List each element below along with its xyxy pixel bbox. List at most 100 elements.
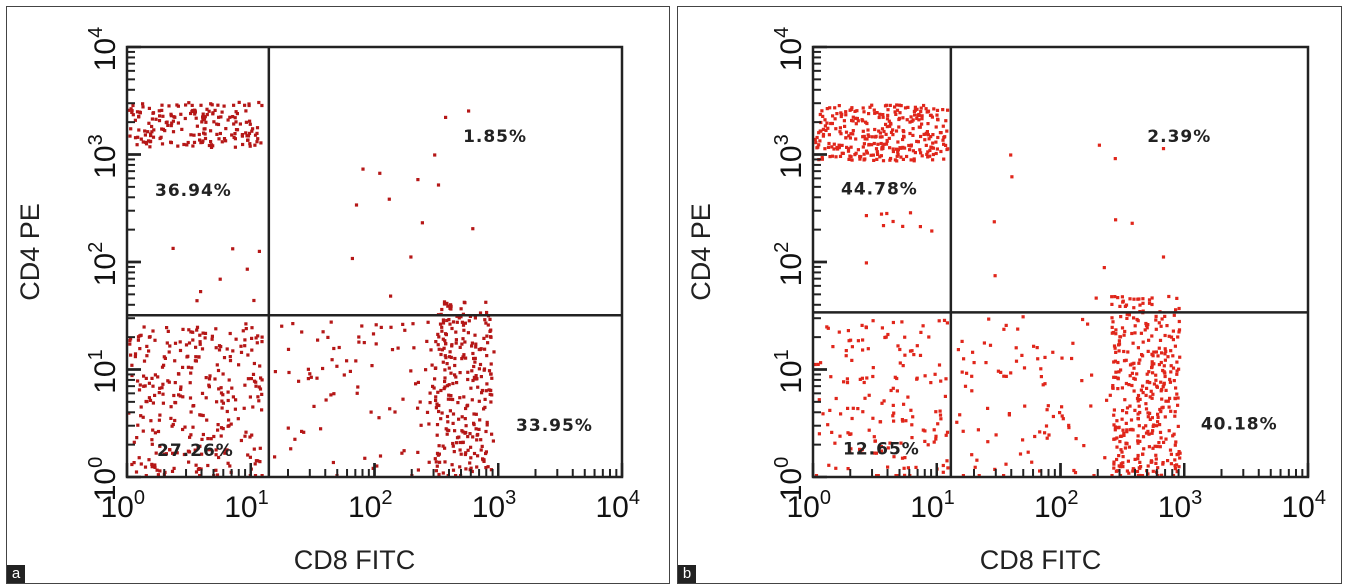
event-dot bbox=[818, 112, 822, 117]
event-dot bbox=[195, 328, 199, 332]
event-dot bbox=[929, 113, 933, 117]
event-dot bbox=[1169, 349, 1173, 353]
event-dot bbox=[239, 344, 243, 348]
event-dot bbox=[466, 435, 470, 439]
event-dot bbox=[1146, 349, 1150, 353]
event-dot bbox=[1094, 296, 1098, 300]
event-dot bbox=[1135, 469, 1140, 474]
event-dot bbox=[470, 341, 474, 345]
event-dot bbox=[129, 337, 133, 341]
event-dot bbox=[1154, 373, 1158, 377]
event-dot bbox=[173, 115, 177, 119]
event-dot bbox=[219, 434, 223, 438]
x-tick-label: 101 bbox=[224, 487, 269, 524]
event-dot bbox=[472, 412, 476, 416]
event-dot bbox=[936, 135, 940, 140]
event-dot bbox=[1020, 353, 1024, 357]
event-dot bbox=[1112, 423, 1116, 427]
event-dot bbox=[870, 143, 874, 147]
event-dot bbox=[1082, 444, 1086, 448]
event-dot bbox=[210, 334, 214, 338]
event-dot bbox=[1167, 294, 1171, 299]
event-dot bbox=[901, 157, 905, 161]
event-dot bbox=[176, 121, 180, 125]
event-dot bbox=[330, 358, 334, 362]
event-dot bbox=[357, 340, 361, 344]
event-dot bbox=[937, 363, 942, 367]
event-dot bbox=[434, 340, 438, 344]
event-dot bbox=[1002, 327, 1006, 331]
event-dot bbox=[1151, 371, 1155, 375]
event-dot bbox=[1157, 346, 1161, 350]
event-dot bbox=[1123, 398, 1127, 402]
event-dot bbox=[203, 115, 207, 119]
event-dot bbox=[130, 462, 134, 467]
event-dot bbox=[941, 470, 945, 474]
event-dot bbox=[230, 133, 234, 137]
event-dot bbox=[189, 433, 193, 437]
event-dot bbox=[143, 133, 147, 137]
event-dot bbox=[370, 364, 374, 368]
event-dot bbox=[1141, 452, 1145, 456]
y-axis-minor-ticks-b bbox=[813, 45, 827, 479]
event-dot bbox=[467, 109, 471, 113]
event-dot bbox=[1175, 296, 1179, 300]
event-dot bbox=[928, 148, 932, 152]
event-dot bbox=[833, 441, 837, 445]
event-dot bbox=[224, 127, 228, 131]
event-dot bbox=[1169, 452, 1173, 456]
event-dot bbox=[897, 117, 901, 122]
event-dot bbox=[1146, 323, 1150, 327]
event-dot bbox=[150, 130, 154, 134]
event-dot bbox=[161, 392, 165, 396]
event-dot bbox=[142, 384, 146, 388]
event-dot bbox=[834, 466, 838, 470]
event-dot bbox=[1114, 328, 1118, 332]
event-dot bbox=[838, 130, 842, 134]
event-dot bbox=[135, 436, 139, 440]
event-dot bbox=[934, 434, 938, 438]
event-dot bbox=[855, 116, 859, 121]
event-dot bbox=[466, 370, 470, 374]
event-dot bbox=[445, 432, 449, 436]
event-dot bbox=[375, 464, 379, 468]
event-dot bbox=[460, 320, 464, 324]
event-dot bbox=[135, 110, 140, 114]
event-dot bbox=[191, 330, 195, 334]
event-dot bbox=[250, 326, 254, 330]
y-tick-label: 103 bbox=[771, 134, 808, 179]
event-dot bbox=[1023, 404, 1027, 408]
event-dot bbox=[891, 128, 895, 132]
event-dot bbox=[483, 397, 487, 401]
event-dot bbox=[226, 118, 230, 122]
event-dot bbox=[452, 450, 456, 454]
event-dot bbox=[1171, 329, 1175, 333]
event-dot bbox=[472, 421, 476, 425]
event-dot bbox=[880, 401, 884, 405]
event-dot bbox=[1116, 387, 1120, 391]
event-dot bbox=[1018, 452, 1023, 456]
event-dot bbox=[965, 371, 969, 375]
event-dot bbox=[909, 115, 913, 119]
event-dot bbox=[961, 474, 965, 478]
event-dot bbox=[861, 119, 865, 123]
event-dot bbox=[909, 408, 913, 412]
event-dot bbox=[984, 361, 988, 365]
event-dot bbox=[1110, 302, 1114, 306]
event-dot bbox=[862, 110, 866, 114]
event-dot bbox=[860, 448, 864, 452]
event-dot bbox=[906, 466, 910, 470]
event-dot bbox=[470, 469, 474, 474]
event-dot bbox=[1144, 402, 1148, 406]
event-dot bbox=[1124, 358, 1128, 362]
event-dot bbox=[354, 359, 358, 363]
event-dot bbox=[324, 398, 328, 402]
event-dot bbox=[209, 437, 213, 441]
event-dot bbox=[1120, 417, 1124, 421]
event-dot bbox=[853, 109, 857, 113]
event-dot bbox=[925, 152, 929, 156]
event-dot bbox=[1141, 340, 1145, 344]
event-dot bbox=[142, 374, 146, 378]
event-dot bbox=[355, 391, 359, 395]
event-dot bbox=[872, 108, 876, 112]
